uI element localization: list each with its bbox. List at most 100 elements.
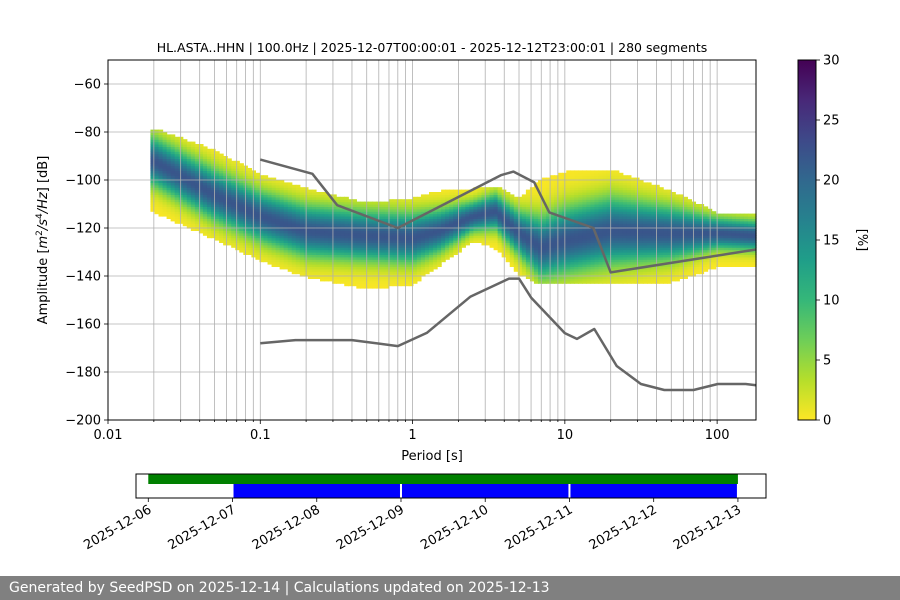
heatmap-cell xyxy=(227,237,232,241)
heatmap-cell xyxy=(533,278,539,282)
heatmap-cell xyxy=(215,184,220,188)
heatmap-cell xyxy=(578,259,584,263)
heatmap-cell xyxy=(295,189,301,193)
heatmap-cell xyxy=(198,218,204,222)
heatmap-cell xyxy=(352,230,357,234)
heatmap-cell xyxy=(332,216,337,219)
heatmap-cell xyxy=(610,235,616,239)
heatmap-cell xyxy=(299,208,305,212)
heatmap-cell xyxy=(396,273,402,277)
heatmap-cell xyxy=(295,256,301,260)
heatmap-cell xyxy=(190,206,196,210)
heatmap-cell xyxy=(360,283,366,287)
heatmap-cell xyxy=(586,172,592,176)
heatmap-cell xyxy=(538,249,543,253)
heatmap-cell xyxy=(202,230,208,234)
heatmap-cell xyxy=(457,237,462,241)
heatmap-cell xyxy=(683,273,688,277)
heatmap-cell xyxy=(158,158,164,162)
heatmap-cell xyxy=(404,254,410,258)
heatmap-cell xyxy=(542,276,547,279)
heatmap-cell xyxy=(279,184,285,188)
heatmap-cell xyxy=(590,194,596,198)
heatmap-cell xyxy=(259,244,265,248)
heatmap-cell xyxy=(416,268,422,272)
heatmap-cell xyxy=(227,220,232,224)
heatmap-cell xyxy=(542,247,547,251)
heatmap-cell xyxy=(614,278,620,282)
heatmap-cell xyxy=(255,201,261,205)
heatmap-cell xyxy=(586,228,592,231)
heatmap-cell xyxy=(198,228,204,231)
heatmap-cell xyxy=(598,189,604,193)
heatmap-cell xyxy=(485,218,491,222)
heatmap-cell xyxy=(211,220,216,224)
heatmap-cell xyxy=(441,247,446,251)
heatmap-cell xyxy=(255,187,261,191)
heatmap-cell xyxy=(566,223,571,227)
heatmap-cell xyxy=(336,280,341,284)
heatmap-cell xyxy=(332,208,337,212)
heatmap-cell xyxy=(622,276,628,279)
heatmap-cell xyxy=(578,273,584,277)
heatmap-cell xyxy=(675,247,680,251)
heatmap-cell xyxy=(352,261,357,265)
heatmap-cell xyxy=(227,230,232,234)
heatmap-cell xyxy=(392,216,398,219)
heatmap-cell xyxy=(638,273,644,277)
heatmap-cell xyxy=(404,242,410,246)
heatmap-cell xyxy=(320,196,325,200)
heatmap-cell xyxy=(150,168,156,171)
heatmap-cell xyxy=(239,201,244,205)
heatmap-cell xyxy=(614,230,620,234)
heatmap-cell xyxy=(348,283,353,287)
heatmap-cell xyxy=(182,223,188,227)
heatmap-cell xyxy=(497,196,503,200)
heatmap-cell xyxy=(675,220,680,224)
heatmap-cell xyxy=(211,199,216,203)
heatmap-cell xyxy=(336,259,341,263)
heatmap-cell xyxy=(231,175,236,179)
heatmap-cell xyxy=(158,213,164,217)
heatmap-cell xyxy=(275,196,281,200)
heatmap-cell xyxy=(404,211,410,215)
heatmap-cell xyxy=(574,237,579,241)
heatmap-cell xyxy=(453,240,458,243)
heatmap-cell xyxy=(533,189,539,193)
heatmap-cell xyxy=(453,204,458,207)
heatmap-cell xyxy=(194,228,200,231)
heatmap-cell xyxy=(356,237,361,241)
heatmap-cell xyxy=(279,204,285,207)
heatmap-cell xyxy=(372,225,378,229)
heatmap-cell xyxy=(513,268,519,272)
heatmap-cell xyxy=(546,256,551,260)
heatmap-cell xyxy=(356,247,361,251)
heatmap-cell xyxy=(356,230,361,234)
heatmap-cell xyxy=(344,216,349,219)
heatmap-cell xyxy=(433,216,438,219)
heatmap-cell xyxy=(558,175,563,179)
heatmap-cell xyxy=(311,254,317,258)
heatmap-cell xyxy=(457,225,462,229)
heatmap-cell xyxy=(469,228,475,231)
heatmap-cell xyxy=(352,223,357,227)
heatmap-cell xyxy=(525,261,531,265)
heatmap-cell xyxy=(671,247,676,251)
heatmap-cell xyxy=(651,256,656,260)
heatmap-cell xyxy=(235,240,240,243)
heatmap-cell xyxy=(622,201,628,205)
heatmap-cell xyxy=(461,223,466,227)
heatmap-cell xyxy=(194,175,200,179)
heatmap-cell xyxy=(566,278,571,282)
heatmap-cell xyxy=(388,256,394,260)
heatmap-cell xyxy=(356,283,361,287)
heatmap-cell xyxy=(235,189,240,193)
heatmap-cell xyxy=(663,280,668,284)
heatmap-cell xyxy=(263,252,269,255)
heatmap-cell xyxy=(235,170,240,174)
heatmap-cell xyxy=(675,237,680,241)
heatmap-cell xyxy=(505,220,511,224)
heatmap-cell xyxy=(655,223,660,227)
heatmap-cell xyxy=(311,220,317,224)
heatmap-cell xyxy=(211,165,216,169)
